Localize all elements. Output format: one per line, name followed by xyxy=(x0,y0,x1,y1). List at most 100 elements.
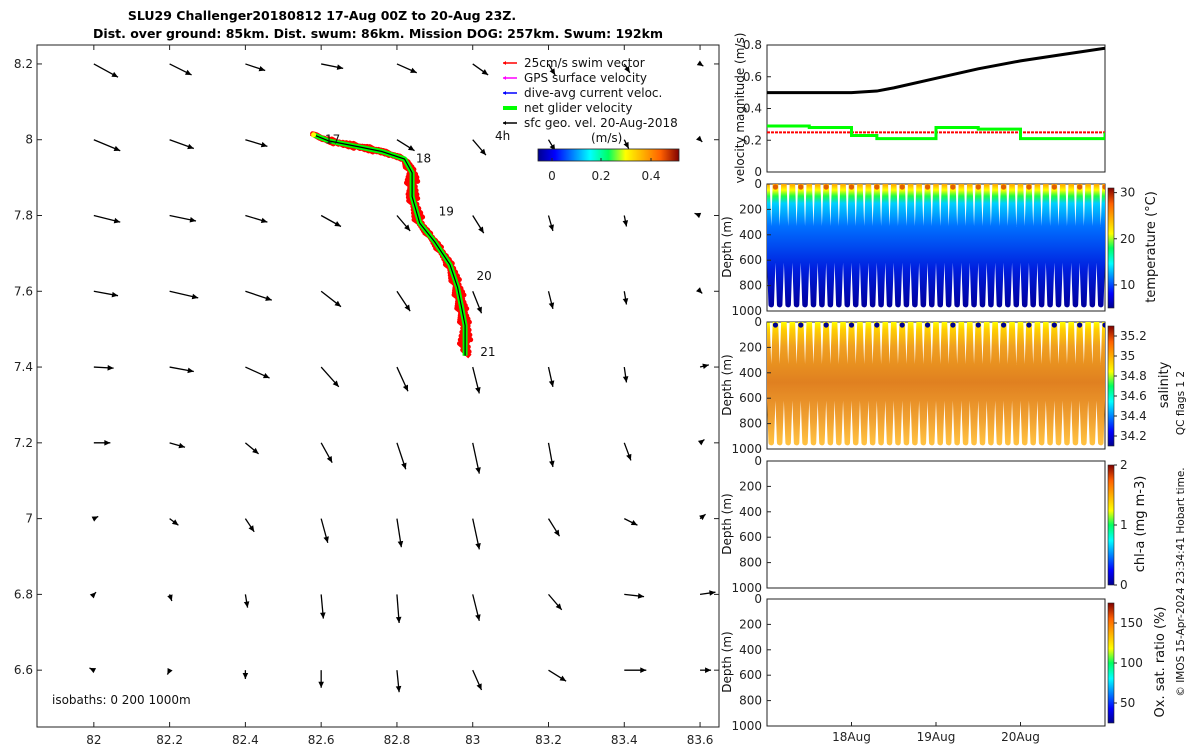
current-vector-head xyxy=(553,529,560,537)
map-y-tick-label: 6.6 xyxy=(14,663,33,677)
map-y-ticks: 8.2 8 7.8 7.6 7.4 7.2 7 6.8 6.6 xyxy=(14,57,719,677)
current-vector-head xyxy=(479,148,486,156)
current-vector-head xyxy=(334,300,341,307)
map-y-tick-label: 6.8 xyxy=(14,587,33,601)
chla-colorbar-label: chl-a (mg m-3) xyxy=(1133,476,1148,573)
current-vector-head xyxy=(113,145,121,151)
current-vector-head xyxy=(260,217,268,224)
map-y-tick-label: 7.4 xyxy=(14,360,33,374)
velocity-series-line xyxy=(767,46,1105,95)
chla-colorbar-ticks: 2 1 0 xyxy=(1114,458,1128,592)
map-x-tick-label: 82.2 xyxy=(156,733,183,747)
chart-title-line1: SLU29 Challenger20180812 17-Aug 00Z to 2… xyxy=(128,8,516,23)
day-marker-label: 20 xyxy=(477,269,492,283)
current-vector-head xyxy=(699,514,706,521)
current-vector-head xyxy=(265,295,272,301)
current-vector-head xyxy=(705,667,712,673)
map-y-tick-label: 7.8 xyxy=(14,209,33,223)
map-x-tick-label: 82.8 xyxy=(384,733,411,747)
legend-label-sfc-geo: sfc geo. vel. 20-Aug-2018 xyxy=(524,116,678,130)
chla-y-tick-label: 600 xyxy=(739,530,762,544)
salinity-dive-profile xyxy=(767,322,1105,446)
current-vector-head xyxy=(107,365,114,371)
legend-label-gps: GPS surface velocity xyxy=(524,71,647,85)
isobaths-label: isobaths: 0 200 1000m xyxy=(52,693,191,707)
temperature-dive-profile-surface-point xyxy=(798,184,804,190)
copyright-label: © IMOS 15-Apr-2024 23:34:41 Hobart time. xyxy=(1175,467,1187,696)
day-marker-label: 18 xyxy=(416,152,431,166)
current-vector-head xyxy=(696,287,703,294)
current-vector-head xyxy=(697,439,705,446)
velocity-y-ticks: 0 0.2 0.4 0.6 0.8 xyxy=(743,38,771,179)
legend-item-swim: 25cm/s swim vector xyxy=(503,56,645,70)
chla-panel: 0 200 400 600 800 1000 Depth (m) 2 1 0 chl-a (m… xyxy=(720,454,1148,595)
current-vector-head xyxy=(622,220,629,227)
oxygen-y-tick-label: 400 xyxy=(739,643,762,657)
map-x-tick-label: 82 xyxy=(86,733,101,747)
current-vector-head xyxy=(332,380,339,387)
salinity-dive-profile-surface-point xyxy=(772,322,779,328)
temperature-dive-profile-surface-point xyxy=(1102,184,1105,190)
temperature-dive-profile-surface-point xyxy=(1026,184,1032,190)
current-vector-head xyxy=(187,143,194,150)
map-x-tick-label: 82.4 xyxy=(232,733,259,747)
salinity-colorbar-tick-label: 34.8 xyxy=(1120,369,1147,383)
current-vector-head xyxy=(113,217,121,224)
current-vector-head xyxy=(475,614,481,621)
oxygen-y-tick-label: 0 xyxy=(754,592,762,606)
current-vector-head xyxy=(410,67,417,73)
legend-item-sfc-geo: sfc geo. vel. 20-Aug-2018 xyxy=(503,116,678,130)
velocity-ylabel: velocity magnitude (m/s) xyxy=(733,33,747,184)
current-vector-head xyxy=(696,60,704,67)
salinity-panel: 0 200 400 600 800 1000 Depth (m) 35.2 35 34.8 34… xyxy=(720,315,1172,456)
salinity-colorbar-ticks: 35.2 35 34.8 34.6 34.4 34.2 xyxy=(1114,329,1147,443)
current-vector-head xyxy=(252,447,259,454)
salinity-y-tick-label: 1000 xyxy=(731,442,762,456)
map-x-tick-label: 82.6 xyxy=(308,733,335,747)
oxygen-y-tick-label: 600 xyxy=(739,668,762,682)
current-vector-head xyxy=(171,519,179,526)
velocity-y-tick-label: 0.8 xyxy=(743,38,762,52)
chart-title-line2: Dist. over ground: 85km. Dist. swum: 86k… xyxy=(93,26,663,41)
current-vector-head xyxy=(402,384,409,392)
temperature-dive-profile-surface-point xyxy=(950,184,956,190)
current-vector-head xyxy=(334,221,341,227)
salinity-y-tick-label: 600 xyxy=(739,391,762,405)
chla-depth-ylabel: Depth (m) xyxy=(720,493,734,554)
salinity-dive-profiles xyxy=(767,322,1105,446)
temperature-dive-profile-surface-point xyxy=(772,184,779,190)
oxygen-y-tick-label: 800 xyxy=(739,694,762,708)
current-vector-head xyxy=(242,672,249,679)
oxygen-panel: 0 200 400 600 800 1000 18Aug 19Aug 20Aug Depth … xyxy=(720,592,1168,744)
salinity-dive-profile-surface-point xyxy=(950,322,956,328)
current-vector-head xyxy=(407,145,415,151)
salinity-dive-profile-surface-point xyxy=(975,322,981,328)
map-legend: 25cm/s swim vector GPS surface velocity … xyxy=(495,56,680,183)
current-vector-head xyxy=(626,453,632,461)
legend-item-dive-avg: dive-avg current veloc. xyxy=(503,86,662,100)
temperature-y-tick-label: 600 xyxy=(739,253,762,267)
colorbar-unit-label: (m/s) xyxy=(591,131,622,145)
speed-colorbar xyxy=(537,148,680,162)
temperature-dive-profile-surface-point xyxy=(848,184,855,190)
current-vector-head xyxy=(243,601,250,608)
temperature-y-tick-label: 1000 xyxy=(731,304,762,318)
velocity-panel: 0 0.2 0.4 0.6 0.8 velocity magnitude (m/s) xyxy=(733,33,1106,184)
current-vector-head xyxy=(318,681,324,688)
legend-label-net-glider: net glider velocity xyxy=(524,101,632,115)
current-vector-head xyxy=(640,667,647,673)
current-vector-head xyxy=(104,440,111,446)
current-vector-head xyxy=(184,69,192,75)
temperature-colorbar-label: temperature (°C) xyxy=(1144,191,1159,303)
salinity-dive-profile-surface-point xyxy=(899,322,905,328)
qc-flags-label: QC flags 1 2 xyxy=(1175,371,1187,435)
chla-y-tick-label: 0 xyxy=(754,454,762,468)
legend-item-gps: GPS surface velocity xyxy=(503,71,647,85)
salinity-colorbar-tick-label: 35 xyxy=(1120,349,1135,363)
current-vector-head xyxy=(111,71,119,78)
oxygen-x-tick-label: 18Aug xyxy=(832,730,871,744)
current-vector-head xyxy=(548,224,554,231)
temperature-y-tick-label: 200 xyxy=(739,202,762,216)
salinity-y-tick-label: 0 xyxy=(754,315,762,329)
chla-colorbar xyxy=(1107,464,1115,586)
